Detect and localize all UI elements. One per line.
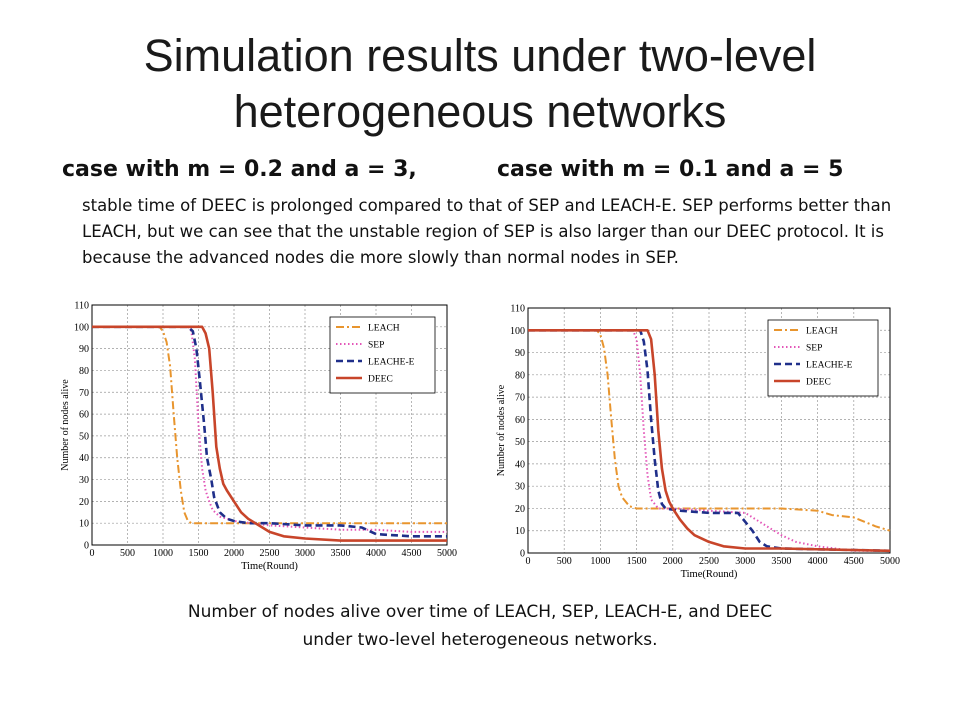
slide-title-line2: heterogeneous networks bbox=[233, 86, 727, 137]
y-tick-label: 70 bbox=[515, 393, 525, 404]
x-tick-label: 1500 bbox=[189, 548, 209, 559]
series-line-sep bbox=[92, 325, 447, 533]
x-tick-label: 4500 bbox=[844, 556, 864, 567]
plot-frame bbox=[91, 304, 448, 546]
x-tick-label: 2000 bbox=[663, 556, 683, 567]
figure-caption: Number of nodes alive over time of LEACH… bbox=[150, 598, 810, 654]
y-tick-label: 80 bbox=[515, 370, 525, 381]
description-text: stable time of DEEC is prolonged compare… bbox=[82, 196, 892, 267]
x-tick-label: 4500 bbox=[402, 548, 422, 559]
legend-label: LEACH bbox=[806, 327, 838, 337]
y-tick-label: 10 bbox=[515, 526, 525, 537]
legend-label: LEACH bbox=[368, 324, 400, 334]
x-tick-label: 1500 bbox=[627, 556, 647, 567]
y-tick-label: 20 bbox=[79, 497, 89, 508]
x-tick-label: 4000 bbox=[366, 548, 386, 559]
y-tick-label: 20 bbox=[515, 504, 525, 515]
x-tick-label: 3000 bbox=[735, 556, 755, 567]
x-tick-label: 5000 bbox=[437, 548, 457, 559]
x-axis-label: Time(Round) bbox=[681, 569, 738, 580]
x-tick-label: 2000 bbox=[224, 548, 244, 559]
x-tick-label: 3000 bbox=[295, 548, 315, 559]
x-tick-label: 500 bbox=[120, 548, 135, 559]
y-tick-label: 40 bbox=[79, 453, 89, 464]
y-tick-label: 50 bbox=[79, 431, 89, 442]
series-line-leach bbox=[528, 329, 891, 532]
x-axis-label: Time(Round) bbox=[241, 561, 298, 572]
y-tick-label: 0 bbox=[520, 549, 525, 560]
legend-label: SEP bbox=[806, 344, 822, 354]
legend-label: DEEC bbox=[806, 378, 831, 388]
case-left-heading: case with m = 0.2 and a = 3, bbox=[62, 157, 417, 182]
x-tick-label: 3500 bbox=[771, 556, 791, 567]
series-line-deec bbox=[528, 329, 891, 553]
series-line-sep bbox=[528, 329, 890, 552]
legend-label: DEEC bbox=[368, 375, 393, 385]
x-tick-label: 1000 bbox=[590, 556, 610, 567]
slide-title-line1: Simulation results under two-level bbox=[143, 30, 817, 81]
y-tick-label: 100 bbox=[510, 326, 525, 337]
plot-frame bbox=[527, 307, 891, 554]
y-tick-label: 30 bbox=[515, 482, 525, 493]
y-tick-label: 100 bbox=[74, 322, 89, 333]
y-tick-label: 90 bbox=[515, 348, 525, 359]
x-tick-label: 0 bbox=[90, 548, 95, 559]
y-tick-label: 0 bbox=[84, 541, 89, 552]
y-tick-label: 10 bbox=[79, 519, 89, 530]
y-tick-label: 90 bbox=[79, 344, 89, 355]
caption-line1: Number of nodes alive over time of LEACH… bbox=[187, 602, 773, 622]
x-tick-label: 4000 bbox=[808, 556, 828, 567]
y-tick-label: 110 bbox=[74, 301, 89, 312]
chart-right: 0 500 1000 1500 2000 2500 3000 3500 4000 4500 5000… bbox=[496, 304, 900, 581]
series-line-leache-e bbox=[92, 325, 447, 538]
x-tick-label: 5000 bbox=[880, 556, 900, 567]
y-axis-label: Number of nodes alive bbox=[60, 379, 71, 471]
caption-line2: under two-level heterogeneous networks. bbox=[302, 630, 658, 650]
y-tick-label: 30 bbox=[79, 475, 89, 486]
legend-label: LEACHE-E bbox=[368, 358, 415, 368]
y-tick-label: 40 bbox=[515, 459, 525, 470]
legend-label: LEACHE-E bbox=[806, 361, 853, 371]
x-tick-label: 500 bbox=[557, 556, 572, 567]
legend-box bbox=[329, 316, 436, 394]
legend-box bbox=[767, 319, 879, 397]
y-tick-label: 60 bbox=[515, 415, 525, 426]
x-tick-label: 2500 bbox=[260, 548, 280, 559]
y-axis-label: Number of nodes alive bbox=[496, 384, 507, 476]
legend-label: SEP bbox=[368, 341, 384, 351]
y-tick-label: 80 bbox=[79, 366, 89, 377]
chart-left: 0 500 1000 1500 2000 2500 3000 3500 4000 4500 5000… bbox=[60, 301, 457, 573]
y-tick-label: 70 bbox=[79, 388, 89, 399]
slide-title: Simulation results under two-level heter… bbox=[0, 28, 960, 140]
y-tick-label: 110 bbox=[510, 304, 525, 315]
y-tick-label: 60 bbox=[79, 410, 89, 421]
series-line-leach bbox=[92, 325, 447, 525]
case-right-heading: case with m = 0.1 and a = 5 bbox=[497, 157, 844, 182]
x-tick-label: 0 bbox=[526, 556, 531, 567]
series-line-deec bbox=[92, 325, 447, 542]
y-tick-label: 50 bbox=[515, 437, 525, 448]
x-tick-label: 2500 bbox=[699, 556, 719, 567]
x-tick-label: 1000 bbox=[153, 548, 173, 559]
x-tick-label: 3500 bbox=[331, 548, 351, 559]
